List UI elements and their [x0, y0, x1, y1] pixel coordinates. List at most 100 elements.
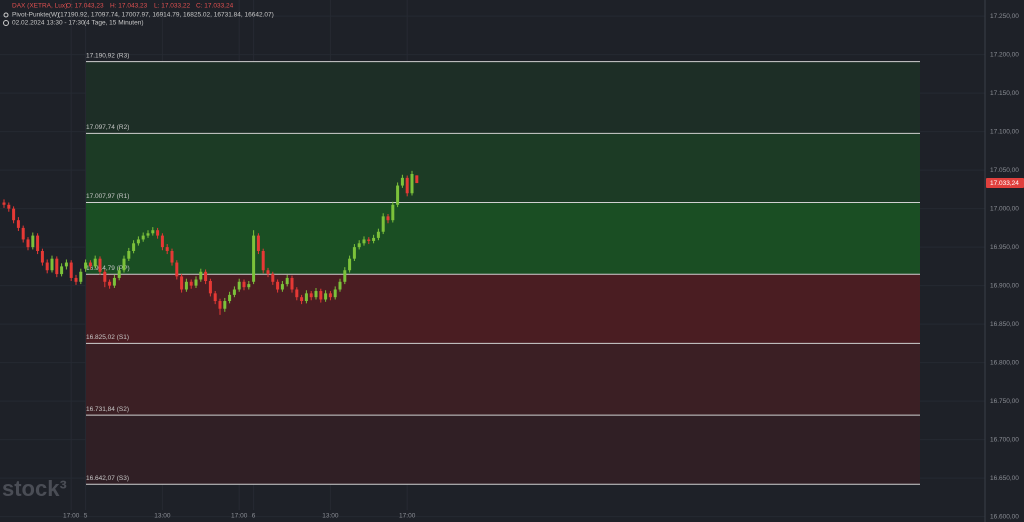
last-price-tag [986, 178, 1024, 189]
candle-body [31, 235, 35, 248]
candle-body [84, 262, 88, 269]
candle-body [376, 231, 380, 238]
clock-icon [3, 20, 9, 26]
watermark: stock³ [2, 476, 67, 501]
candle-body [64, 262, 68, 267]
candle-body [338, 281, 342, 290]
candle-body [280, 284, 284, 290]
y-axis: 16.600,00 16.650,00 16.700,00 16.750,00 16.8… [986, 13, 1024, 520]
candle-body [266, 270, 270, 275]
candle-body [88, 262, 92, 267]
candle-body [136, 239, 140, 244]
candle-body [256, 235, 260, 251]
y-tick-label: 16.750,00 [990, 398, 1019, 405]
symbol: DAX (XETRA, Lux) [12, 3, 67, 10]
candle-body [117, 270, 121, 278]
candle-body [40, 250, 44, 263]
candle-body [391, 204, 395, 221]
candle-body [333, 289, 337, 298]
x-tick-label: 6 [252, 513, 256, 520]
y-tick-label: 17.250,00 [990, 13, 1019, 20]
y-tick-label: 16.950,00 [990, 244, 1019, 251]
pivot-label: 17.097,74 (R2) [86, 124, 129, 131]
candle-body [156, 230, 160, 236]
period-note: (4 Tage, 15 Minuten) [84, 20, 144, 27]
indicator: Pivot-Punkte(W) [12, 12, 59, 19]
pivot-label: 17.007,97 (R1) [86, 193, 129, 200]
last-price-label: 17.033,24 [990, 180, 1019, 187]
candle-body [213, 293, 217, 302]
candle-body [218, 301, 222, 309]
candle-body [127, 250, 131, 259]
pivot-zone [86, 202, 920, 275]
pivot-label: 16.914,79 (PP) [86, 265, 130, 272]
candle-body [223, 301, 227, 309]
y-tick-label: 16.850,00 [990, 321, 1019, 328]
pivot-zones: 17.190,92 (R3) 17.097,74 (R2) 17.007,97 (R… [86, 52, 920, 485]
y-tick-label: 17.000,00 [990, 205, 1019, 212]
candle-body [396, 185, 400, 205]
ohlc-close: C: 17.033,24 [196, 3, 234, 10]
pivot-zone [86, 133, 920, 203]
candle-body [381, 216, 385, 232]
candle-body [55, 258, 59, 275]
indicator-icon [3, 12, 9, 18]
candle-body [405, 177, 409, 194]
x-tick-label: 5 [84, 513, 88, 520]
candle-body [108, 281, 112, 286]
candle-body [386, 216, 390, 221]
y-tick-label: 16.700,00 [990, 436, 1019, 443]
pivot-zone [86, 343, 920, 416]
candle-body [328, 293, 332, 298]
y-tick-label: 16.650,00 [990, 475, 1019, 482]
ohlc-low: L: 17.033,22 [154, 3, 191, 10]
candle-body [304, 293, 308, 302]
candle-body [372, 237, 376, 241]
candle-body [410, 174, 414, 194]
candle-body [348, 258, 352, 271]
candle-body [50, 258, 54, 271]
indicator-values: (17190.92, 17097.74, 17007.97, 16914.79,… [58, 12, 274, 19]
candle-body [160, 235, 164, 248]
candle-body [362, 239, 366, 244]
candle-body [16, 220, 20, 228]
candle-body [400, 177, 404, 186]
candle-body [98, 258, 102, 272]
x-tick-label: 17:00 [399, 513, 416, 520]
candle-body [103, 271, 107, 282]
candle-body [26, 239, 30, 248]
candle-body [36, 235, 40, 251]
pivot-zone [86, 415, 920, 485]
candle-body [352, 247, 356, 259]
candle-body [295, 289, 299, 298]
candle-body [165, 247, 169, 251]
pivot-label: 16.642,07 (S3) [86, 475, 129, 482]
candle-body [45, 262, 49, 271]
x-tick-label: 17:00 [231, 513, 248, 520]
candle-body [122, 258, 126, 271]
candle-body [141, 235, 145, 240]
candle-body [189, 281, 193, 286]
x-tick-label: 13:00 [154, 513, 171, 520]
pivot-zone [86, 61, 920, 134]
candle-body [112, 277, 116, 286]
candle-body [285, 277, 289, 285]
y-tick-label: 17.050,00 [990, 167, 1019, 174]
candle-body [208, 281, 212, 294]
y-tick-label: 17.150,00 [990, 90, 1019, 97]
candle-body [146, 233, 150, 236]
y-tick-label: 17.200,00 [990, 51, 1019, 58]
candle-body [319, 291, 323, 300]
candle-body [21, 227, 25, 240]
pivot-label: 16.731,84 (S2) [86, 406, 129, 413]
candle-body [237, 281, 241, 290]
y-tick-label: 17.100,00 [990, 128, 1019, 135]
candle-body [194, 279, 198, 286]
candle-body [7, 204, 11, 209]
candle-body [314, 291, 318, 298]
candle-body [415, 175, 419, 184]
candle-body [290, 277, 294, 290]
header: DAX (XETRA, Lux) O: 17.043,23 H: 17.043,… [3, 3, 274, 27]
candle-body [199, 271, 203, 280]
